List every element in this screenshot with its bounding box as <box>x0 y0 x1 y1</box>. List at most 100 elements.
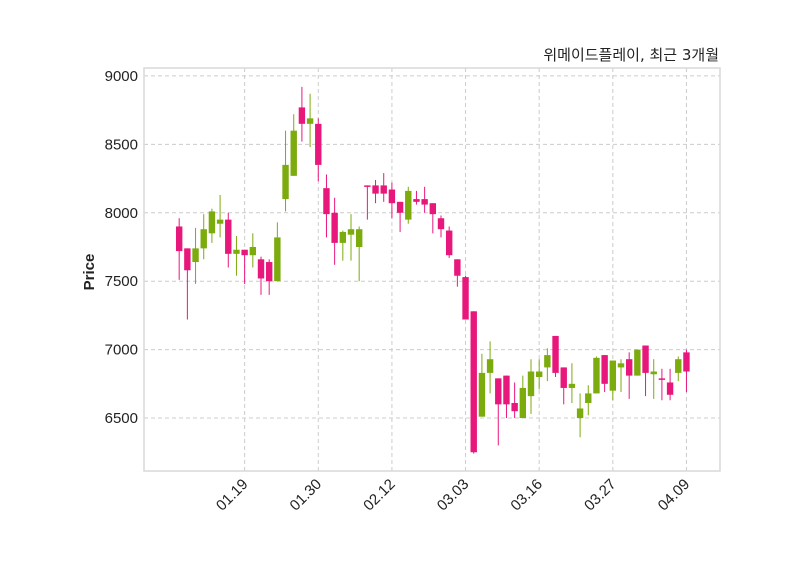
candle-up <box>617 359 625 393</box>
x-tick-label: 02.12 <box>360 476 399 515</box>
candle-body <box>184 248 191 271</box>
candle-body <box>192 248 199 263</box>
x-tick-label: 01.19 <box>213 476 252 515</box>
candle-down <box>364 185 371 220</box>
candle-up <box>576 393 584 438</box>
candle-body <box>642 345 649 373</box>
candle-body <box>175 226 183 252</box>
candle-up <box>192 227 199 284</box>
candle-up <box>486 341 494 394</box>
x-tick-labels: 01.19 01.30 02.12 03.03 03.16 03.27 04.09 <box>213 476 693 515</box>
candle-up <box>216 194 224 238</box>
candle-body <box>634 349 641 376</box>
candle-down <box>658 368 666 401</box>
candle-body <box>347 229 355 235</box>
candle-body <box>609 360 617 391</box>
y-tick-label: 7000 <box>105 342 138 359</box>
candle-down <box>184 248 191 320</box>
candle-up <box>200 214 207 260</box>
candle-down <box>625 352 633 399</box>
candle-up <box>634 349 641 376</box>
candle-down <box>454 259 461 287</box>
candle-body <box>625 359 633 376</box>
candle-down <box>560 367 567 405</box>
y-axis-label: Price <box>81 254 98 291</box>
candle-down <box>372 179 379 204</box>
candle-body <box>396 201 404 213</box>
candle-body <box>503 375 510 405</box>
candle-body <box>560 367 567 388</box>
candle-body <box>225 219 232 254</box>
candle-body <box>216 219 224 224</box>
candle-down <box>315 118 322 182</box>
candle-up <box>290 114 297 176</box>
candle-down <box>388 182 396 219</box>
candle-body <box>364 185 371 187</box>
candle-body <box>429 203 437 215</box>
y-tick-label: 9000 <box>105 68 138 85</box>
candle-body <box>617 363 625 368</box>
candle-up <box>650 359 657 399</box>
candle-body <box>405 190 412 220</box>
candle-body <box>585 393 592 403</box>
x-tick-label: 04.09 <box>655 476 694 515</box>
x-tick-label: 01.30 <box>287 476 326 515</box>
candle-body <box>454 259 461 276</box>
x-tick-label: 03.16 <box>507 476 546 515</box>
candle-body <box>568 383 576 388</box>
candle-body <box>486 359 494 373</box>
candle-up <box>544 348 551 382</box>
candle-down <box>380 173 387 202</box>
candle-up <box>355 226 363 282</box>
candle-up <box>282 130 289 212</box>
candle-body <box>658 378 666 380</box>
x-tick-label: 03.03 <box>434 476 473 515</box>
candle-body <box>274 237 281 282</box>
candle-up <box>347 214 355 261</box>
candle-body <box>306 118 314 124</box>
candle-down <box>601 355 608 393</box>
candle-body <box>470 311 477 453</box>
candle-body <box>208 211 216 234</box>
candle-body <box>388 189 396 204</box>
candle-up <box>405 186 412 224</box>
candle-down <box>666 368 674 401</box>
candle-body <box>552 335 559 373</box>
candle-up <box>527 359 535 414</box>
y-tick-label: 8500 <box>105 136 138 153</box>
candle-down <box>437 215 445 238</box>
candle-up <box>519 375 527 419</box>
candle-body <box>241 249 248 256</box>
candle-body <box>666 382 674 395</box>
y-tick-label: 8000 <box>105 205 138 222</box>
candle-body <box>413 199 420 202</box>
candle-body <box>339 231 347 243</box>
candle-up <box>568 363 576 403</box>
candle-down <box>298 86 306 142</box>
candle-body <box>265 262 273 282</box>
grid-lines <box>144 68 720 471</box>
candle-body <box>576 408 584 419</box>
candle-body <box>495 378 502 405</box>
candle-down <box>495 378 502 446</box>
candle-body <box>233 249 240 254</box>
candle-body <box>421 199 428 205</box>
candle-down <box>503 375 510 419</box>
candle-down <box>445 226 453 258</box>
candle-up <box>249 233 257 268</box>
candle-body <box>380 185 387 194</box>
candle-down <box>396 201 404 232</box>
candle-down <box>470 311 477 454</box>
candle-down <box>323 174 330 238</box>
candle-down <box>552 335 559 377</box>
candle-body <box>290 130 297 176</box>
candle-body <box>298 107 306 124</box>
candle-up <box>233 236 240 276</box>
candle-body <box>437 218 445 230</box>
candle-down <box>413 190 420 205</box>
candle-body <box>601 355 608 384</box>
candle-down <box>257 256 265 295</box>
candle-body <box>478 372 486 417</box>
candle-body <box>445 230 453 256</box>
